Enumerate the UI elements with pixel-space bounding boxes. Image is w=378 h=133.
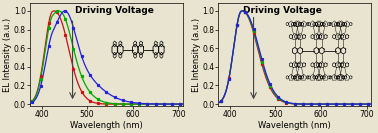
Y-axis label: EL Intensity (a.u.): EL Intensity (a.u.) [192,18,201,92]
X-axis label: Wavelength (nm): Wavelength (nm) [70,120,143,130]
Text: Driving Voltage: Driving Voltage [243,6,322,14]
Text: Driving Voltage: Driving Voltage [75,6,153,14]
X-axis label: Wavelength (nm): Wavelength (nm) [259,120,331,130]
Y-axis label: EL Intensity (a.u.): EL Intensity (a.u.) [3,18,12,92]
